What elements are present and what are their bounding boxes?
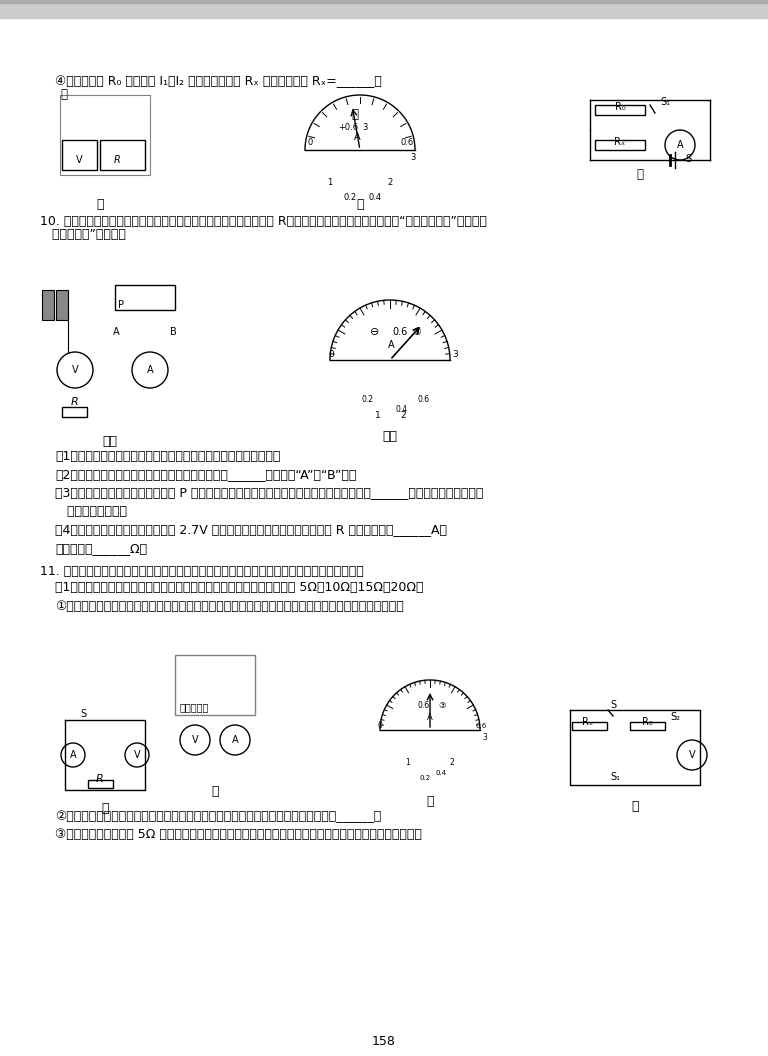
Bar — [56, 290, 68, 320]
Text: 2: 2 — [400, 411, 406, 420]
Bar — [62, 140, 97, 170]
Text: S₂: S₂ — [670, 712, 680, 722]
Text: A: A — [113, 327, 120, 337]
Text: 丁: 丁 — [631, 800, 639, 813]
Text: Rₓ: Rₓ — [614, 137, 626, 147]
Text: 0.2: 0.2 — [420, 775, 431, 781]
Text: 乙实物电路: 乙实物电路 — [180, 702, 210, 712]
Text: 甲: 甲 — [96, 199, 104, 211]
Text: 2: 2 — [450, 758, 455, 767]
Text: 0: 0 — [378, 721, 383, 730]
Text: 0.6: 0.6 — [392, 327, 407, 337]
Text: S: S — [610, 700, 616, 710]
Text: 图乙: 图乙 — [382, 430, 398, 444]
Text: +0.6: +0.6 — [338, 122, 358, 132]
Text: 甲: 甲 — [101, 802, 109, 815]
Text: 安法测电阻”的电路。: 安法测电阻”的电路。 — [40, 228, 126, 241]
Bar — [60, 95, 150, 175]
Text: 0.6: 0.6 — [418, 701, 430, 710]
Bar — [88, 780, 113, 788]
Text: ③: ③ — [412, 327, 421, 337]
Text: 2: 2 — [387, 178, 392, 187]
Text: 0.4: 0.4 — [395, 406, 407, 414]
Text: 1: 1 — [375, 411, 381, 420]
Bar — [0, 0, 768, 18]
Bar — [115, 285, 175, 310]
Text: A: A — [232, 735, 238, 744]
Bar — [630, 722, 665, 730]
Bar — [595, 140, 645, 150]
Text: 0: 0 — [307, 138, 313, 147]
Bar — [595, 105, 645, 115]
Text: ①按照甲图所示的电路图，把乙实物电路补充完整，当滑动变阔器的滑片向左滑动时，电流表示数增大。: ①按照甲图所示的电路图，把乙实物电路补充完整，当滑动变阔器的滑片向左滑动时，电流… — [55, 600, 404, 612]
Text: 0.2: 0.2 — [343, 193, 356, 202]
Text: 10. 现有两节新的干电池、电压表、电流表、滑动变阔器、定値电阙 R、开关、导线利用给定器材连接成“伏安法测电阙”的电路。: 10. 现有两节新的干电池、电压表、电流表、滑动变阔器、定値电阙 R、开关、导线… — [40, 215, 487, 228]
Text: （1）请在答题卡中相应位置画出图甲所示的实物图对应的电路图；: （1）请在答题卡中相应位置画出图甲所示的实物图对应的电路图； — [55, 450, 280, 463]
Text: 0.2: 0.2 — [362, 395, 374, 404]
Text: （2）实验前为了保护电路滑动变阔器的滑片应置于______端（选填“A”或“B”）；: （2）实验前为了保护电路滑动变阔器的滑片应置于______端（选填“A”或“B”… — [55, 468, 356, 480]
Text: 乙: 乙 — [211, 785, 219, 798]
Text: S: S — [685, 154, 691, 164]
Text: 0.4: 0.4 — [435, 770, 446, 776]
Text: R: R — [96, 774, 104, 784]
Text: S: S — [80, 709, 86, 719]
Text: 0.4: 0.4 — [369, 193, 382, 202]
Text: B: B — [170, 327, 177, 337]
Text: V: V — [76, 155, 82, 165]
Bar — [100, 140, 145, 170]
Text: 3: 3 — [410, 153, 415, 162]
Text: Rₓ: Rₓ — [582, 717, 594, 727]
Text: 11. 东东同学学习了电学知识以后，选用三节新的干电池作为电源，并设计了如下的电学实验。: 11. 东东同学学习了电学知识以后，选用三节新的干电池作为电源，并设计了如下的电… — [40, 565, 364, 578]
Text: ②闭合开关后，东东发现电流表没有示数，电压表有示数，电路中出现的故障可能是______。: ②闭合开关后，东东发现电流表没有示数，电压表有示数，电路中出现的故障可能是___… — [55, 810, 381, 823]
Bar — [175, 655, 255, 715]
Text: ③东东排除故障后，把 5Ω 的电阙接入电路，闭合开关，适当调节滑片的位置，电流表的示数如图丙所示，: ③东东排除故障后，把 5Ω 的电阙接入电路，闭合开关，适当调节滑片的位置，电流表… — [55, 828, 422, 841]
Text: 乙: 乙 — [352, 108, 359, 121]
Text: A: A — [677, 140, 684, 150]
Text: 0.6: 0.6 — [418, 395, 430, 404]
Text: R₀: R₀ — [641, 717, 652, 727]
Text: S₁: S₁ — [610, 772, 620, 782]
Text: ④请用已知量 R₀ 和测出量 I₁、I₂ 表示出未知电阙 Rₓ 的表达式，则 Rₓ=______。: ④请用已知量 R₀ 和测出量 I₁、I₂ 表示出未知电阙 Rₓ 的表达式，则 R… — [55, 75, 382, 88]
Text: V: V — [689, 750, 695, 760]
Text: R: R — [114, 155, 121, 165]
Text: A: A — [147, 365, 154, 375]
Text: 出一种原因即可）: 出一种原因即可） — [55, 505, 127, 518]
Text: （4）排除故障后，当电压表示数为 2.7V 时，电流表示数如图乙所示，则通过 R 的电流大小为______A，: （4）排除故障后，当电压表示数为 2.7V 时，电流表示数如图乙所示，则通过 R… — [55, 523, 447, 536]
Bar — [572, 722, 607, 730]
Bar — [62, 407, 87, 417]
Text: 图甲: 图甲 — [102, 435, 118, 448]
Text: （3）闭合开关，无论怎样移动滑片 P 发现电流表始终无示数，电压表有示数，其原因可能是______（写出一种原因即可）: （3）闭合开关，无论怎样移动滑片 P 发现电流表始终无示数，电压表有示数，其原因… — [55, 486, 483, 499]
Text: （1）探究导体中电流与导体电阙的关系。选用的定値电阙的阔値分别是 5Ω、10Ω、15Ω、20Ω。: （1）探究导体中电流与导体电阙的关系。选用的定値电阙的阔値分别是 5Ω、10Ω、… — [55, 581, 423, 593]
Text: A: A — [354, 132, 360, 142]
Bar — [42, 290, 54, 320]
Text: 0.6: 0.6 — [400, 138, 414, 147]
Text: 1: 1 — [405, 758, 410, 767]
Text: R₀: R₀ — [614, 102, 625, 112]
Text: 丙: 丙 — [637, 168, 644, 181]
Text: 3: 3 — [482, 733, 487, 742]
Text: V: V — [134, 750, 141, 760]
Text: 3: 3 — [452, 350, 458, 359]
Text: 甲: 甲 — [60, 88, 67, 101]
Text: 它的阔値是______Ω。: 它的阔値是______Ω。 — [55, 542, 147, 555]
Text: ③: ③ — [438, 701, 445, 710]
Text: 1: 1 — [327, 178, 333, 187]
Text: 3: 3 — [362, 122, 368, 132]
Text: A: A — [388, 340, 395, 350]
Text: S₁: S₁ — [660, 97, 670, 107]
Text: 0.6: 0.6 — [475, 723, 486, 729]
Bar — [0, 0, 768, 3]
Text: V: V — [192, 735, 198, 744]
Text: 158: 158 — [372, 1035, 396, 1048]
Text: P: P — [118, 300, 124, 310]
Text: 乙: 乙 — [356, 199, 364, 211]
Text: R: R — [71, 397, 79, 407]
Text: A: A — [427, 713, 432, 722]
Text: 丙: 丙 — [426, 795, 434, 808]
Text: A: A — [70, 750, 76, 760]
Text: 0: 0 — [328, 350, 334, 359]
Text: V: V — [71, 365, 78, 375]
Text: ⊖: ⊖ — [370, 327, 379, 337]
